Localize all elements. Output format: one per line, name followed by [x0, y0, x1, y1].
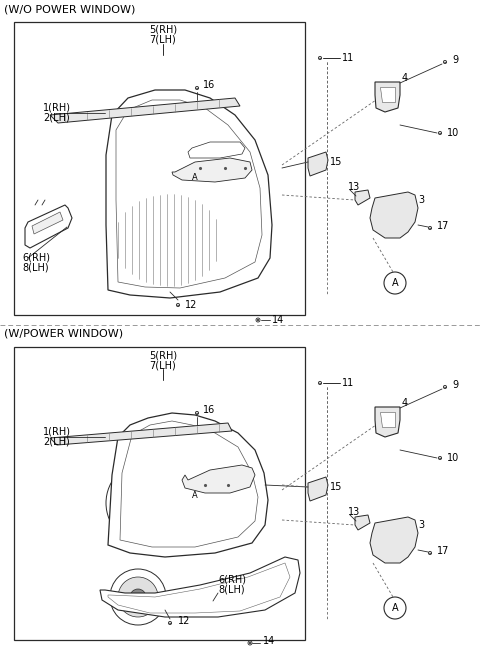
Text: 17: 17 [437, 221, 449, 231]
Text: 1(RH): 1(RH) [43, 427, 71, 437]
Circle shape [444, 60, 446, 64]
Text: 9: 9 [452, 380, 458, 390]
Text: A: A [192, 491, 198, 499]
Polygon shape [188, 142, 245, 158]
Text: 2(LH): 2(LH) [43, 113, 70, 123]
Text: 6(RH): 6(RH) [22, 252, 50, 262]
Text: 5(RH): 5(RH) [149, 25, 177, 35]
Circle shape [438, 131, 442, 135]
Text: (W/O POWER WINDOW): (W/O POWER WINDOW) [4, 5, 135, 15]
Circle shape [106, 461, 190, 545]
Text: 11: 11 [342, 378, 354, 388]
Polygon shape [25, 205, 72, 248]
Text: 12: 12 [185, 300, 197, 310]
Ellipse shape [113, 192, 223, 288]
Circle shape [195, 86, 199, 90]
Ellipse shape [384, 529, 406, 557]
Text: 14: 14 [263, 636, 275, 646]
Text: 14: 14 [272, 315, 284, 325]
Text: 2(LH): 2(LH) [43, 437, 70, 447]
Polygon shape [308, 477, 328, 501]
Polygon shape [172, 158, 252, 182]
Text: 16: 16 [203, 405, 215, 415]
Polygon shape [32, 212, 63, 234]
Text: 7(LH): 7(LH) [150, 360, 176, 370]
Circle shape [257, 319, 259, 321]
Polygon shape [50, 423, 232, 445]
Text: 1(RH): 1(RH) [43, 103, 71, 113]
Circle shape [168, 621, 172, 625]
Circle shape [384, 272, 406, 294]
Polygon shape [308, 152, 328, 176]
Text: 12: 12 [178, 616, 191, 626]
Circle shape [187, 487, 203, 503]
Text: A: A [392, 278, 398, 288]
Circle shape [138, 246, 182, 290]
Text: 4: 4 [402, 73, 408, 83]
Polygon shape [375, 82, 400, 112]
Circle shape [118, 577, 158, 617]
Polygon shape [50, 98, 240, 123]
Circle shape [318, 382, 322, 385]
Text: 10: 10 [447, 128, 459, 138]
Polygon shape [108, 413, 268, 557]
Circle shape [428, 226, 432, 229]
Circle shape [130, 589, 146, 605]
Text: 8(LH): 8(LH) [218, 585, 245, 595]
Polygon shape [370, 517, 418, 563]
Polygon shape [182, 465, 255, 493]
Text: 7(LH): 7(LH) [150, 35, 176, 45]
Circle shape [438, 456, 442, 460]
Text: 15: 15 [330, 157, 342, 167]
Circle shape [384, 597, 406, 619]
Ellipse shape [384, 204, 406, 232]
Circle shape [187, 170, 203, 186]
Text: 4: 4 [402, 398, 408, 408]
Polygon shape [370, 192, 418, 238]
Polygon shape [100, 557, 300, 617]
Polygon shape [380, 87, 395, 102]
Polygon shape [380, 412, 395, 427]
Polygon shape [355, 515, 370, 530]
Text: 3: 3 [418, 520, 424, 530]
Text: 13: 13 [348, 182, 360, 192]
Text: 8(LH): 8(LH) [22, 262, 48, 272]
Circle shape [177, 304, 180, 307]
Text: A: A [392, 603, 398, 613]
Ellipse shape [204, 472, 236, 488]
Polygon shape [375, 407, 400, 437]
Text: 16: 16 [203, 80, 215, 90]
Ellipse shape [204, 164, 232, 176]
Text: A: A [192, 174, 198, 183]
Circle shape [148, 256, 172, 280]
Text: 15: 15 [330, 482, 342, 492]
Text: 13: 13 [348, 507, 360, 517]
Text: 5(RH): 5(RH) [149, 350, 177, 360]
Circle shape [249, 642, 251, 644]
Circle shape [318, 57, 322, 60]
Text: 6(RH): 6(RH) [218, 575, 246, 585]
Polygon shape [106, 90, 272, 298]
Circle shape [428, 551, 432, 554]
Text: 10: 10 [447, 453, 459, 463]
Circle shape [248, 641, 252, 645]
Text: 9: 9 [452, 55, 458, 65]
Text: 11: 11 [342, 53, 354, 63]
Circle shape [110, 569, 166, 625]
Text: (W/POWER WINDOW): (W/POWER WINDOW) [4, 329, 123, 339]
Circle shape [195, 411, 199, 415]
Text: 3: 3 [418, 195, 424, 205]
Circle shape [444, 385, 446, 389]
Bar [14, 347, 305, 640]
Bar [14, 22, 305, 315]
Text: 17: 17 [437, 546, 449, 556]
Polygon shape [355, 190, 370, 205]
Circle shape [256, 318, 260, 322]
